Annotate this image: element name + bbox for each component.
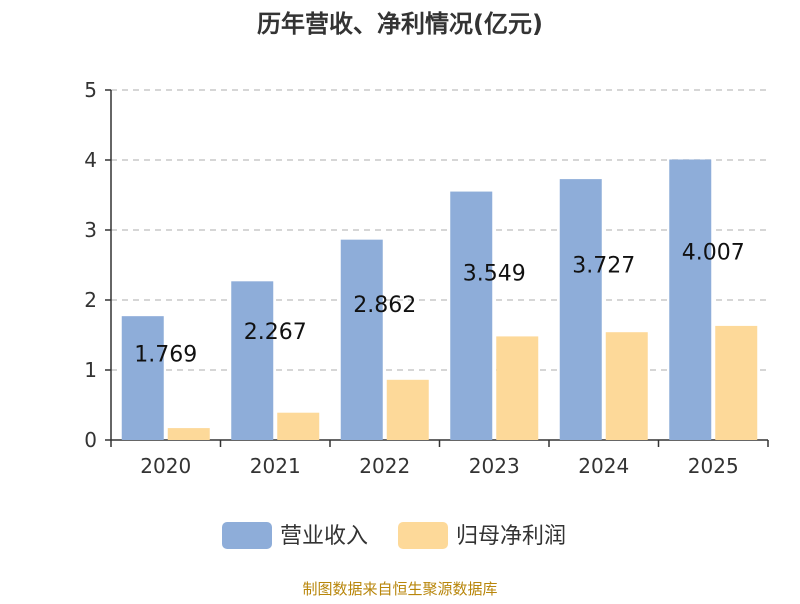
x-tick-label: 2024 <box>578 454 629 478</box>
bar-series-1[interactable] <box>340 239 383 440</box>
bar-series-2[interactable] <box>496 336 539 440</box>
y-tick-label: 2 <box>84 288 97 312</box>
y-tick-label: 0 <box>84 428 97 452</box>
legend-label: 归母净利润 <box>456 524 566 549</box>
x-tick-label: 2023 <box>469 454 520 478</box>
x-tick-label: 2025 <box>688 454 739 478</box>
legend-item-1[interactable]: 营业收入 <box>222 522 368 549</box>
bar-series-1[interactable] <box>559 179 602 441</box>
bar-series-2[interactable] <box>605 332 648 440</box>
bar-series-1[interactable] <box>231 281 274 440</box>
y-tick-label: 1 <box>84 358 97 382</box>
data-label: 2.862 <box>353 293 416 318</box>
x-tick-label: 2021 <box>250 454 301 478</box>
bar-series-2[interactable] <box>277 412 320 440</box>
data-label: 2.267 <box>244 320 307 345</box>
source-footer: 制图数据来自恒生聚源数据库 <box>302 580 498 598</box>
legend-label: 营业收入 <box>280 524 368 549</box>
bar-series-1[interactable] <box>669 159 712 440</box>
legend-swatch <box>222 522 272 549</box>
data-label: 1.769 <box>134 343 197 368</box>
legend-item-2[interactable]: 归母净利润 <box>398 522 566 549</box>
legend[interactable]: 营业收入 归母净利润 <box>222 522 566 549</box>
bar-series-2[interactable] <box>386 379 429 440</box>
bar-series-1[interactable] <box>121 316 164 440</box>
bars <box>121 159 758 441</box>
x-tick-label: 2020 <box>140 454 191 478</box>
y-tick-label: 5 <box>84 78 97 102</box>
chart-title: 历年营收、净利情况(亿元) <box>257 10 543 38</box>
bar-series-1[interactable] <box>450 191 493 440</box>
data-label: 3.727 <box>572 253 635 278</box>
data-labels: 1.769 2.267 2.862 3.549 3.727 4.007 <box>134 241 744 368</box>
axes: 0 1 2 3 4 5 2020 2021 2022 2023 2024 2025 <box>84 78 769 478</box>
bar-series-2[interactable] <box>715 325 758 440</box>
x-tick-label: 2022 <box>359 454 410 478</box>
data-label: 3.549 <box>463 262 526 287</box>
y-tick-label: 3 <box>84 218 97 242</box>
legend-swatch <box>398 522 448 549</box>
y-tick-label: 4 <box>84 148 97 172</box>
data-label: 4.007 <box>682 241 745 266</box>
bar-series-2[interactable] <box>167 428 210 440</box>
